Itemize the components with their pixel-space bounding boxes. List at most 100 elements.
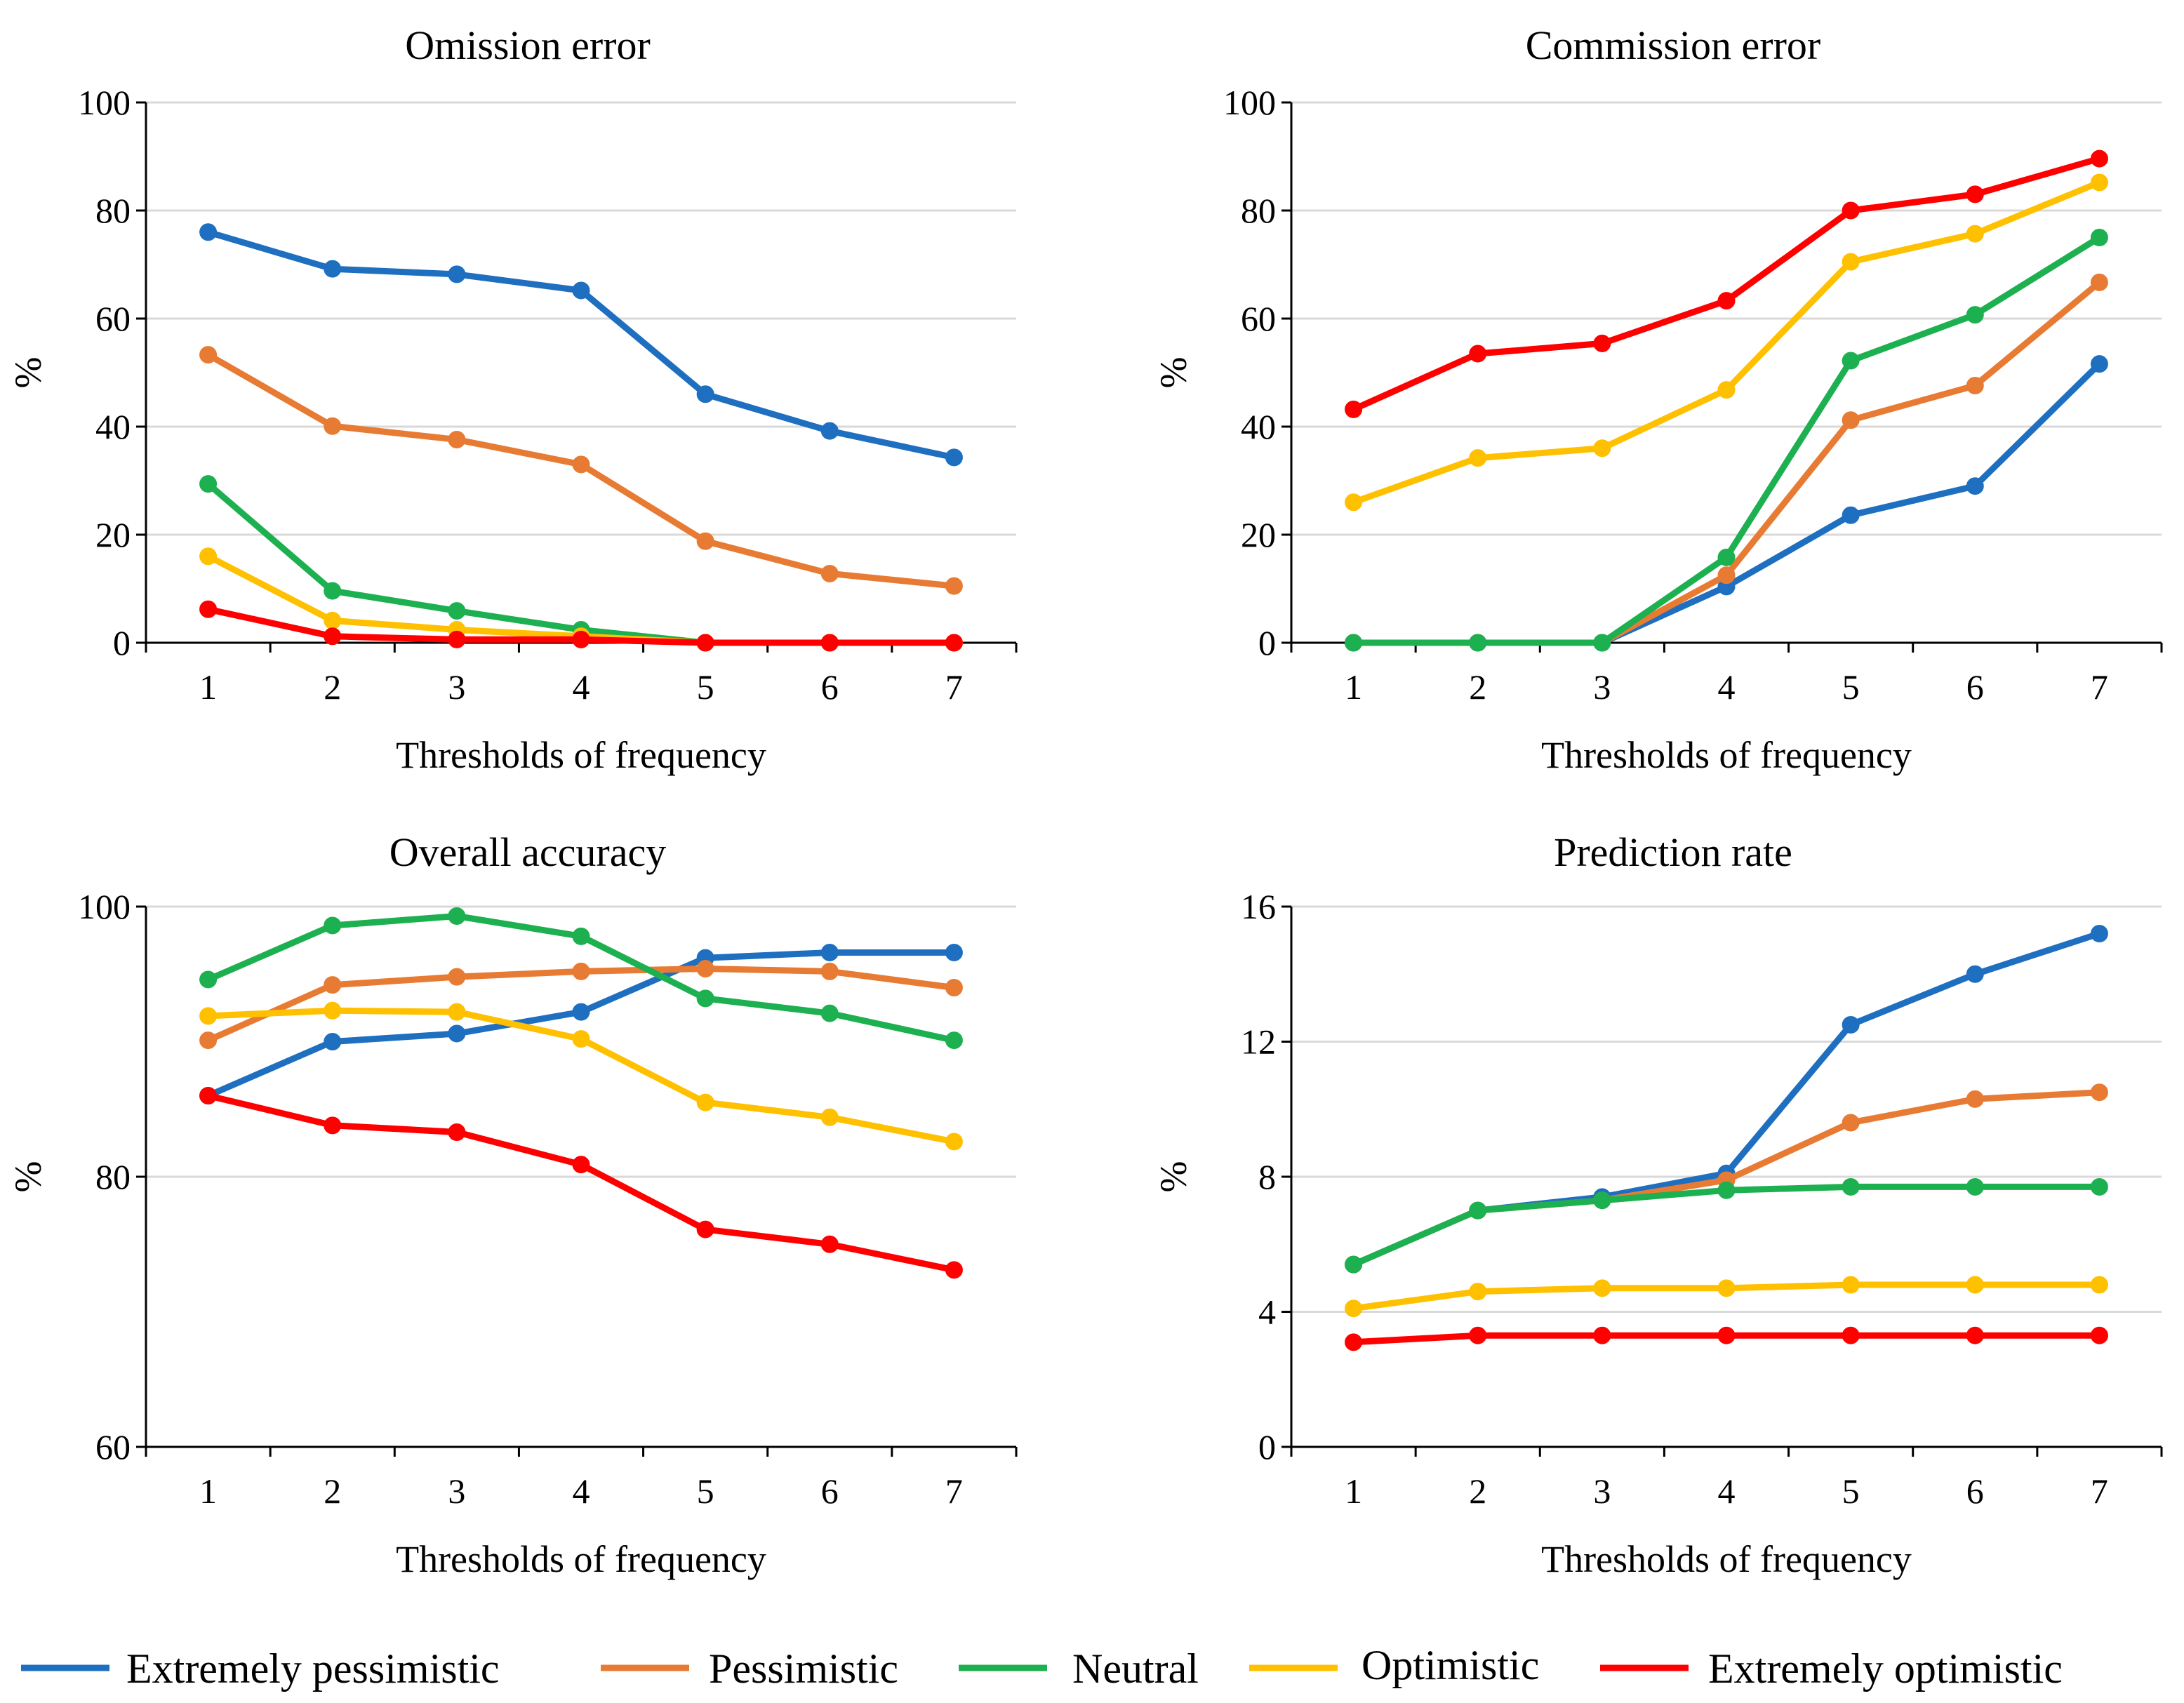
data-point-extremely-optimistic [1966, 1326, 1984, 1344]
y-axis-label: % [7, 1161, 49, 1193]
y-tick-label: 16 [1241, 887, 1276, 926]
data-point-neutral [2090, 1177, 2108, 1196]
data-point-extremely-optimistic [2090, 1326, 2108, 1344]
data-point-pessimistic [324, 417, 342, 435]
y-tick-label: 100 [78, 887, 131, 926]
data-point-pessimistic [2090, 273, 2108, 291]
data-point-pessimistic [572, 962, 590, 980]
data-point-neutral [1717, 548, 1736, 566]
data-point-optimistic [1966, 225, 1984, 243]
chart-title: Omission error [405, 22, 651, 68]
x-tick-label: 6 [1966, 667, 1984, 707]
data-point-pessimistic [324, 976, 342, 994]
chart-title: Overall accuracy [389, 829, 666, 875]
data-point-extremely-optimistic [820, 1235, 839, 1253]
x-tick-label: 2 [1469, 667, 1486, 707]
x-axis-label: Thresholds of frequency [396, 734, 766, 776]
y-tick-label: 0 [1258, 623, 1276, 662]
x-tick-label: 4 [1718, 1471, 1736, 1511]
x-tick-label: 5 [1842, 1471, 1860, 1511]
x-tick-label: 1 [1345, 1471, 1362, 1511]
data-point-extremely-pessimistic [324, 260, 342, 278]
x-tick-label: 1 [199, 1471, 217, 1511]
x-tick-label: 6 [1966, 1471, 1984, 1511]
legend-label-extremely-pessimistic: Extremely pessimistic [126, 1645, 500, 1692]
data-point-optimistic [2090, 173, 2108, 192]
data-point-optimistic [1469, 1283, 1487, 1301]
data-point-extremely-optimistic [1593, 334, 1611, 352]
data-point-pessimistic [696, 960, 714, 978]
data-point-pessimistic [199, 1031, 218, 1050]
data-point-extremely-optimistic [945, 1261, 963, 1279]
data-point-neutral [572, 927, 590, 945]
data-point-optimistic [1842, 253, 1860, 271]
data-point-extremely-optimistic [1842, 1326, 1860, 1344]
data-point-extremely-pessimistic [572, 1003, 590, 1021]
x-tick-label: 3 [448, 667, 465, 707]
data-point-optimistic [820, 1108, 839, 1126]
data-point-neutral [1966, 306, 1984, 324]
data-point-pessimistic [1717, 566, 1736, 585]
chart-title: Prediction rate [1554, 829, 1792, 875]
data-point-extremely-optimistic [1717, 1326, 1736, 1344]
data-point-extremely-pessimistic [820, 943, 839, 961]
data-point-neutral [1593, 634, 1611, 652]
x-tick-label: 6 [821, 667, 839, 707]
y-axis-label: % [7, 357, 49, 389]
data-point-extremely-pessimistic [448, 1024, 466, 1043]
data-point-optimistic [572, 1030, 590, 1048]
data-point-optimistic [324, 1001, 342, 1020]
data-point-extremely-optimistic [324, 1116, 342, 1135]
data-point-neutral [696, 989, 714, 1008]
data-point-extremely-pessimistic [2090, 355, 2108, 373]
data-point-neutral [945, 1031, 963, 1050]
x-tick-label: 6 [821, 1471, 839, 1511]
data-point-optimistic [1593, 439, 1611, 458]
y-tick-label: 20 [1241, 515, 1276, 554]
data-point-neutral [2090, 229, 2108, 246]
data-point-extremely-pessimistic [696, 385, 714, 403]
data-point-extremely-optimistic [324, 627, 342, 646]
y-tick-label: 4 [1258, 1293, 1276, 1332]
data-point-extremely-optimistic [572, 1156, 590, 1174]
y-tick-label: 40 [95, 407, 131, 446]
data-point-extremely-optimistic [199, 600, 218, 618]
x-tick-label: 5 [697, 667, 714, 707]
data-point-extremely-pessimistic [1842, 506, 1860, 524]
data-point-pessimistic [1966, 1090, 1984, 1108]
data-point-extremely-optimistic [448, 630, 466, 648]
x-tick-label: 2 [324, 667, 341, 707]
data-point-pessimistic [820, 962, 839, 980]
data-point-extremely-optimistic [696, 634, 714, 652]
data-point-pessimistic [696, 532, 714, 550]
legend: Extremely pessimistic Pessimistic Neutra… [21, 1642, 2063, 1692]
y-tick-label: 40 [1241, 407, 1276, 446]
y-tick-label: 80 [95, 1157, 131, 1196]
data-point-neutral [1593, 1191, 1611, 1210]
data-point-extremely-optimistic [1966, 185, 1984, 203]
data-point-neutral [324, 916, 342, 935]
data-point-neutral [199, 475, 218, 493]
data-point-extremely-pessimistic [2090, 925, 2108, 942]
y-tick-label: 12 [1241, 1022, 1276, 1062]
data-point-optimistic [696, 1093, 714, 1111]
data-point-optimistic [1717, 381, 1736, 399]
data-point-optimistic [1842, 1276, 1860, 1294]
data-point-extremely-optimistic [448, 1123, 466, 1141]
data-point-optimistic [199, 1007, 218, 1025]
legend-label-neutral: Neutral [1072, 1645, 1199, 1692]
data-point-optimistic [1593, 1279, 1611, 1297]
data-point-neutral [820, 1004, 839, 1022]
data-point-optimistic [1717, 1279, 1736, 1297]
data-point-extremely-optimistic [945, 634, 963, 652]
data-point-optimistic [1345, 493, 1363, 512]
data-point-extremely-pessimistic [1966, 477, 1984, 495]
x-axis-label: Thresholds of frequency [1541, 734, 1912, 776]
x-tick-label: 2 [1469, 1471, 1486, 1511]
legend-label-extremely-optimistic: Extremely optimistic [1708, 1645, 2063, 1692]
data-point-neutral [448, 907, 466, 925]
data-point-extremely-optimistic [1469, 345, 1487, 363]
data-point-optimistic [945, 1133, 963, 1151]
x-axis-label: Thresholds of frequency [396, 1538, 766, 1580]
